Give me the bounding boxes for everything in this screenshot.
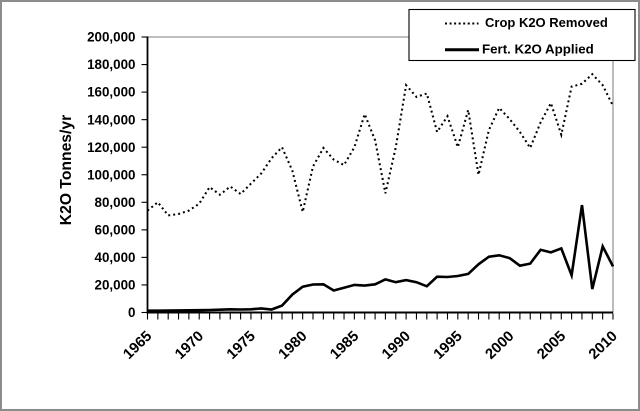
svg-text:200,000: 200,000: [87, 30, 135, 45]
svg-text:140,000: 140,000: [87, 112, 135, 127]
svg-text:120,000: 120,000: [87, 140, 135, 155]
svg-text:80,000: 80,000: [95, 195, 136, 210]
svg-text:Fert. K2O Applied: Fert. K2O Applied: [482, 42, 594, 57]
svg-text:180,000: 180,000: [87, 57, 135, 72]
svg-text:160,000: 160,000: [87, 85, 135, 100]
svg-text:60,000: 60,000: [95, 222, 136, 237]
svg-text:20,000: 20,000: [95, 278, 136, 293]
svg-text:40,000: 40,000: [95, 250, 136, 265]
svg-text:0: 0: [128, 305, 135, 320]
svg-text:100,000: 100,000: [87, 167, 135, 182]
svg-text:Crop K2O Removed: Crop K2O Removed: [485, 15, 608, 30]
svg-text:K2O Tonnes/yr: K2O Tonnes/yr: [58, 115, 75, 225]
